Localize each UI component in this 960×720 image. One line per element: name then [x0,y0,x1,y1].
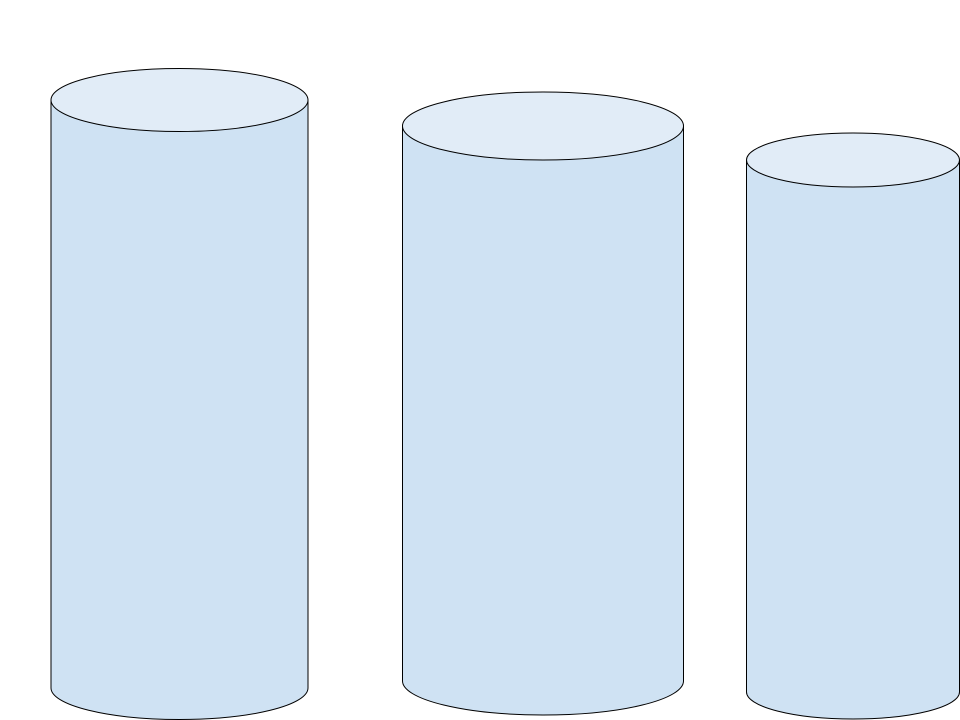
cylinder-3-top [746,132,960,188]
cylinder-1[interactable] [50,68,309,720]
cylinder-2-body [402,125,684,716]
cylinder-2[interactable] [402,91,684,716]
cylinder-1-top [50,68,309,132]
cylinder-1-body [50,99,309,720]
cylinder-2-top [402,91,684,161]
cylinder-3-body [746,159,960,720]
cylinder-3[interactable] [746,132,960,720]
